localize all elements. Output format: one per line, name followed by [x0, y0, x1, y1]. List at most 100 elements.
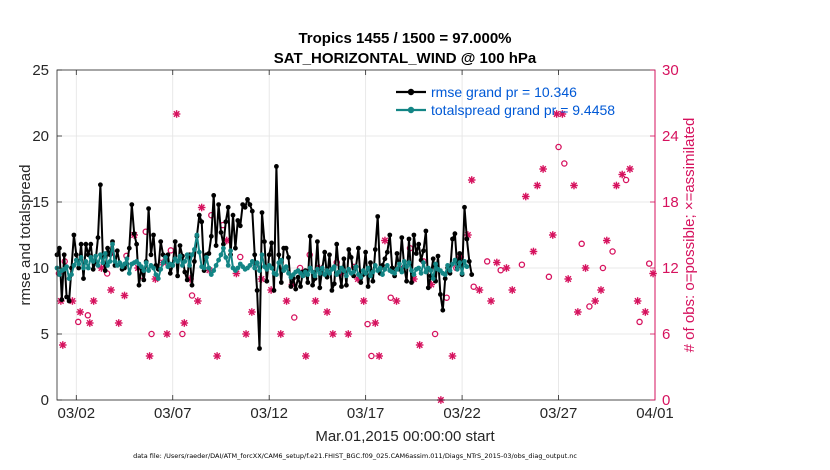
series-rmse-point	[464, 236, 470, 242]
obs-assimilated-stroke	[146, 352, 153, 360]
x-tick-label: 04/01	[636, 405, 674, 422]
series-rmse-point	[221, 241, 226, 247]
series-totalspread-point	[192, 247, 197, 252]
obs-assimilated-marker	[618, 170, 627, 179]
series-rmse-point	[283, 245, 289, 251]
series-totalspread-point	[163, 255, 168, 260]
obs-assimilated-stroke	[553, 110, 560, 118]
series-rmse-point	[462, 204, 467, 210]
series-totalspread-point	[98, 252, 103, 258]
x-tick-label: 03/17	[347, 405, 385, 422]
y-left-tick-label: 20	[32, 128, 49, 145]
x-tick-label: 03/07	[154, 405, 192, 422]
series-totalspread-point	[208, 272, 214, 277]
y-left-tick-label: 15	[32, 194, 49, 211]
series-rmse-point	[114, 248, 120, 254]
series-totalspread-point	[196, 249, 202, 255]
series-rmse-point	[411, 232, 417, 238]
series-totalspread-point	[286, 270, 291, 276]
series-totalspread-point	[170, 263, 176, 268]
series-totalspread-point	[83, 259, 89, 264]
x-tick-label: 03/27	[540, 405, 578, 422]
obs-possible-marker	[586, 303, 593, 310]
obs-assimilated-marker	[163, 330, 171, 338]
y-right-tick-label: 18	[662, 194, 679, 211]
series-rmse-point	[404, 278, 409, 284]
series-rmse-point	[346, 247, 352, 252]
obs-assimilated-marker	[574, 308, 582, 316]
obs-assimilated-stroke	[493, 259, 501, 266]
obs-possible-marker	[599, 264, 607, 272]
obs-assimilated-stroke	[323, 308, 331, 316]
series-rmse-point	[322, 249, 328, 255]
obs-assimilated-stroke	[329, 330, 337, 338]
series-rmse-point	[334, 241, 340, 247]
series-totalspread-point	[112, 259, 118, 264]
series-rmse-point	[271, 288, 277, 293]
obs-assimilated-marker	[302, 352, 310, 360]
obs-assimilated-marker	[581, 264, 590, 272]
obs-assimilated-stroke	[626, 165, 634, 173]
series-totalspread-point	[327, 270, 332, 276]
x-tick-label: 03/02	[58, 405, 96, 422]
series-totalspread-point	[377, 265, 383, 271]
obs-assimilated-stroke	[198, 204, 205, 211]
series-rmse-point	[264, 278, 270, 284]
series-totalspread-point	[64, 264, 69, 270]
series-rmse-point	[136, 282, 142, 288]
obs-assimilated-marker	[282, 297, 291, 305]
obs-assimilated-marker	[85, 319, 94, 327]
y-left-tick-label: 10	[32, 260, 49, 277]
series-totalspread-point	[194, 232, 200, 238]
series-totalspread-point	[353, 264, 359, 270]
series-rmse-point	[158, 239, 164, 245]
obs-assimilated-marker	[375, 352, 383, 360]
obs-assimilated-stroke	[539, 165, 547, 173]
obs-assimilated-stroke	[534, 182, 541, 189]
obs-assimilated-marker	[194, 297, 202, 305]
series-rmse-point	[81, 276, 86, 281]
obs-assimilated-stroke	[59, 341, 67, 349]
obs-assimilated-marker	[58, 341, 67, 349]
series-totalspread-point	[433, 261, 438, 267]
series-rmse-point	[358, 280, 364, 285]
series-rmse-point	[356, 245, 361, 251]
series-rmse-point	[339, 284, 344, 289]
obs-possible-marker	[578, 240, 585, 248]
series-totalspread-point	[442, 272, 448, 277]
series-rmse-point	[348, 255, 354, 260]
series-rmse-point	[237, 223, 243, 229]
obs-assimilated-marker	[114, 319, 123, 327]
series-rmse-point	[235, 218, 241, 223]
series-totalspread-point	[57, 272, 62, 277]
series-rmse-point	[305, 280, 311, 285]
series-rmse-point	[189, 282, 195, 288]
series-rmse-point	[73, 252, 79, 258]
series-rmse-point	[421, 248, 426, 254]
series-rmse-point	[90, 266, 96, 272]
series-rmse-point	[184, 277, 190, 283]
series-rmse-point	[384, 249, 390, 255]
axis-ticks: 03/02 03/07 03/12 03/17 03/22 03/27 04/0105101…	[32, 62, 678, 422]
series-totalspread-point	[151, 265, 156, 271]
series-rmse-point	[199, 219, 205, 225]
series-rmse-point	[413, 251, 419, 256]
obs-assimilated-marker	[448, 352, 457, 360]
series-rmse-point	[182, 269, 188, 275]
obs-assimilated-stroke	[90, 297, 97, 305]
series-totalspread-point	[346, 266, 352, 272]
series-rmse-point	[327, 252, 332, 258]
obs-assimilated-marker	[107, 286, 115, 294]
obs-assimilated-marker	[487, 297, 495, 305]
series-totalspread-point	[252, 265, 258, 271]
obs-assimilated-marker	[564, 275, 572, 283]
series-rmse-point	[218, 230, 224, 235]
obs-assimilated-marker	[392, 297, 401, 305]
series-totalspread-point	[146, 268, 152, 273]
obs-assimilated-marker	[415, 341, 424, 349]
series-rmse-point	[177, 243, 183, 249]
series-totalspread-point	[100, 260, 106, 266]
series-totalspread-point	[317, 270, 323, 276]
obs-assimilated-marker	[548, 231, 557, 239]
